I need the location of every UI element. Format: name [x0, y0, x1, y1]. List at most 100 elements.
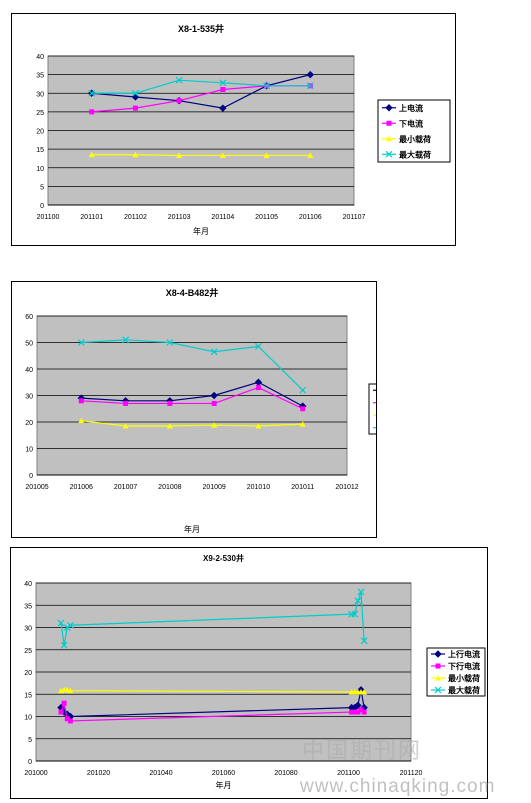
data-point: [219, 79, 227, 87]
x-tick-label: 201010: [247, 484, 270, 491]
x-tick-label: 201100: [337, 770, 360, 777]
chart-panel-x8-4-b482: X8-4-B482井 0 10 20 30 40 50 60 201005 201006 20100…: [11, 281, 377, 538]
x-tick-label: 201080: [274, 770, 297, 777]
data-point: [122, 422, 129, 429]
y-tick-label: 5: [40, 184, 44, 191]
data-point: [357, 588, 365, 596]
data-point: [67, 718, 73, 724]
y-tick-label: 35: [36, 73, 44, 80]
data-point: [88, 151, 95, 158]
data-point: [211, 422, 218, 428]
legend-marker: [385, 150, 393, 158]
x-tick-label: 201009: [202, 484, 225, 491]
series-line-1: [81, 381, 303, 407]
y-tick-label: 35: [24, 603, 32, 610]
chart-title: X8-1-535井: [178, 23, 224, 34]
data-point: [63, 624, 71, 631]
y-tick-label: 30: [24, 626, 32, 633]
legend-label: 最大载荷: [448, 685, 480, 695]
y-tick-label: 5: [28, 737, 32, 744]
data-point: [57, 619, 65, 627]
x-tick-label: 201007: [114, 484, 137, 491]
y-tick-label: 25: [36, 110, 44, 117]
data-point: [132, 105, 138, 111]
data-point: [299, 421, 306, 427]
x-tick-label: 201005: [25, 484, 48, 491]
x-tick-label: 201000: [24, 770, 47, 777]
data-point: [263, 152, 270, 158]
data-point: [299, 386, 307, 394]
data-point: [354, 701, 362, 710]
data-point: [88, 89, 96, 97]
y-tick-label: 50: [25, 341, 33, 348]
y-tick-label: 15: [36, 147, 44, 154]
chart-svg: X9-2-530井 0 5 10 15 20 25 30 35 40 201000 201020 201…: [24, 553, 486, 790]
data-point: [78, 398, 84, 404]
series-line-4: [81, 339, 304, 391]
data-point: [300, 406, 306, 412]
data-point: [60, 641, 68, 649]
legend-marker: [386, 135, 392, 142]
x-tick-label: 201011: [291, 484, 314, 491]
data-point: [122, 336, 129, 344]
chart-title: X8-4-B482井: [166, 287, 219, 298]
x-tick-label: 201102: [124, 214, 147, 221]
data-point: [361, 709, 367, 715]
chart-svg: X8-4-B482井 0 10 20 30 40 50 60 201005 201006 20100…: [25, 287, 376, 534]
data-point: [132, 151, 139, 158]
data-point: [255, 422, 262, 429]
series-line-2: [81, 386, 303, 410]
x-tick-label: 201006: [70, 484, 93, 491]
x-tick-label: 201105: [255, 214, 278, 221]
legend-box: [368, 383, 376, 435]
data-point: [306, 70, 314, 79]
data-point: [175, 76, 183, 84]
data-point: [220, 87, 226, 93]
legend-label: 最小载荷: [399, 134, 431, 144]
series-line-3: [91, 154, 311, 157]
legend-marker: [435, 675, 441, 681]
data-point: [77, 339, 85, 346]
data-point: [167, 400, 173, 406]
series-line-1: [91, 74, 311, 109]
chart-panel-x9-2-530: X9-2-530井 0 5 10 15 20 25 30 35 40 201000 201020 201…: [10, 547, 488, 799]
data-point: [361, 689, 368, 695]
data-point: [66, 621, 74, 629]
legend-label: 下行电流: [448, 661, 480, 671]
data-point: [123, 400, 129, 406]
data-point: [58, 709, 64, 715]
data-point: [211, 400, 217, 406]
data-point: [349, 709, 355, 715]
data-point: [210, 391, 218, 400]
y-tick-label: 20: [24, 670, 32, 677]
chart-panel-x8-1-535: X8-1-535井 0 5 10 15 20 25 30 35 40 201100 201101 201…: [11, 13, 456, 246]
data-point: [64, 716, 70, 722]
data-point: [132, 89, 139, 97]
y-tick-label: 60: [25, 314, 33, 321]
y-tick-label: 0: [28, 759, 32, 766]
legend-marker: [434, 686, 442, 694]
legend-label: 上行电流: [448, 649, 480, 659]
data-point: [360, 637, 368, 645]
y-tick-label: 10: [24, 715, 32, 722]
x-tick-label: 201008: [158, 484, 181, 491]
y-tick-label: 25: [24, 648, 32, 655]
data-point: [255, 343, 262, 350]
data-point: [89, 109, 95, 115]
data-point: [67, 687, 74, 694]
chart-title: X9-2-530井: [203, 553, 244, 563]
data-point: [306, 82, 314, 90]
legend-marker: [435, 663, 441, 669]
x-tick-label: 201103: [168, 214, 191, 221]
y-tick-label: 30: [36, 91, 44, 98]
legend-marker: [385, 104, 393, 112]
x-tick-label: 201106: [299, 214, 322, 221]
legend-label: 上电流: [399, 103, 423, 113]
legend-label: 最大载荷: [399, 149, 431, 159]
data-point: [166, 422, 173, 429]
data-point: [255, 385, 261, 391]
y-tick-label: 0: [29, 473, 33, 480]
data-point: [78, 417, 85, 424]
data-point: [351, 610, 359, 618]
y-tick-label: 30: [25, 394, 33, 401]
